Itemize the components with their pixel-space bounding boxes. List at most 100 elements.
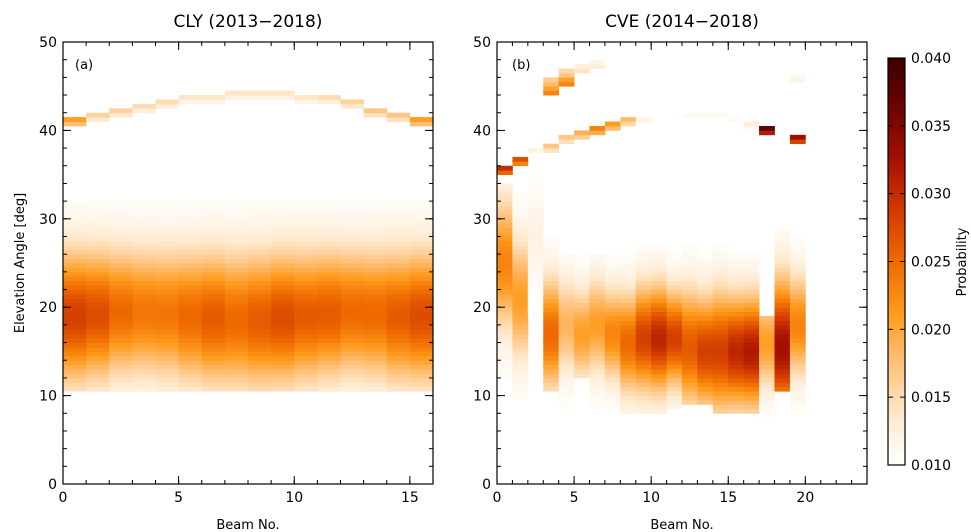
heatmap-cell [248,355,272,361]
heatmap-cell [604,125,621,131]
heatmap-cell [620,338,637,343]
heatmap-cell [728,369,745,374]
heatmap-cell [201,338,226,343]
heatmap-cell [63,377,87,383]
heatmap-cell [224,223,249,229]
heatmap-cell [109,320,133,326]
heatmap-cell [651,245,667,251]
heatmap-cell [743,263,760,268]
heatmap-cell [294,240,318,246]
heatmap-cell [512,285,529,290]
heatmap-cell [317,201,341,206]
heatmap-cell [248,377,272,383]
heatmap-cell [363,320,388,326]
heatmap-cell [759,316,775,321]
heatmap-cell [759,417,775,423]
heatmap-cell [178,258,203,264]
heatmap-cell [294,333,318,339]
heatmap-cell [682,342,698,348]
heatmap-cell [558,139,575,145]
x-tick-label: 0 [493,490,502,506]
heatmap-cell [386,307,411,313]
heatmap-cell [201,240,226,246]
heatmap-cell [558,81,575,87]
heatmap-cell [86,364,110,370]
heatmap-cell [248,249,272,255]
colorbar-ramp [888,58,905,465]
heatmap-cell [386,342,411,348]
heatmap-cell [386,373,411,379]
heatmap-cell [271,280,295,286]
heatmap-cell [386,333,411,339]
heatmap-cell [635,377,652,383]
heatmap-cell [697,298,714,304]
heatmap-cell [409,232,433,237]
heatmap-cell [178,298,203,304]
heatmap-cell [386,364,411,370]
heatmap-cell [63,364,87,370]
heatmap-cell [340,223,365,229]
heatmap-cell [224,205,249,211]
heatmap-cell [512,324,529,330]
heatmap-cell [759,346,775,352]
heatmap-cell [497,369,513,374]
heatmap-cell [512,293,529,299]
heatmap-cell [497,364,513,370]
heatmap-cell [789,408,806,414]
heatmap-cell [86,236,110,242]
heatmap-cell [271,276,295,282]
heatmap-cell [728,404,745,410]
heatmap-cell [201,324,226,330]
heatmap-cell [635,342,652,348]
heatmap-cell [248,236,272,242]
heatmap-cell [409,324,433,330]
heatmap-cell [271,236,295,242]
heatmap-cell [317,316,341,321]
heatmap-cell [651,298,667,304]
heatmap-cell [682,369,698,374]
heatmap-cell [294,280,318,286]
heatmap-cell [155,320,180,326]
heatmap-cell [178,223,203,229]
heatmap-cell [317,338,341,343]
heatmap-cell [512,329,529,335]
heatmap-cell [497,307,513,313]
heatmap-cell [635,355,652,361]
heatmap-cell [409,329,433,335]
heatmap-cell [224,386,249,392]
heatmap-cell [294,351,318,357]
heatmap-cell [178,369,203,374]
heatmap-cell [789,271,806,277]
heatmap-cell [248,285,272,290]
heatmap-cell [271,214,295,220]
y-tick-label: 20 [39,300,57,316]
heatmap-cell [63,360,87,366]
heatmap-cell [743,307,760,313]
heatmap-cell [294,236,318,242]
heatmap-cell [682,320,698,326]
heatmap-cell [63,382,87,388]
heatmap-cell [386,280,411,286]
heatmap-cell [651,408,667,414]
heatmap-cell [728,391,745,396]
heatmap-cell [697,293,714,299]
heatmap-cell [224,209,249,215]
heatmap-cell [109,205,133,211]
heatmap-cell [589,329,606,335]
heatmap-cell [666,342,683,348]
heatmap-cell [63,267,87,273]
heatmap-cell [248,346,272,352]
heatmap-cell [132,218,156,224]
heatmap-cell [682,400,698,405]
heatmap-cell [63,289,87,295]
heatmap-cell [178,386,203,392]
heatmap-cell [682,112,698,118]
heatmap-cell [155,316,180,321]
heatmap-cell [248,240,272,246]
heatmap-cell [340,99,365,105]
colorbar-tick-label: 0.010 [911,458,951,474]
heatmap-cell [620,307,637,313]
heatmap-cell [340,346,365,352]
heatmap-cell [201,342,226,348]
x-tick-label: 15 [719,490,737,506]
